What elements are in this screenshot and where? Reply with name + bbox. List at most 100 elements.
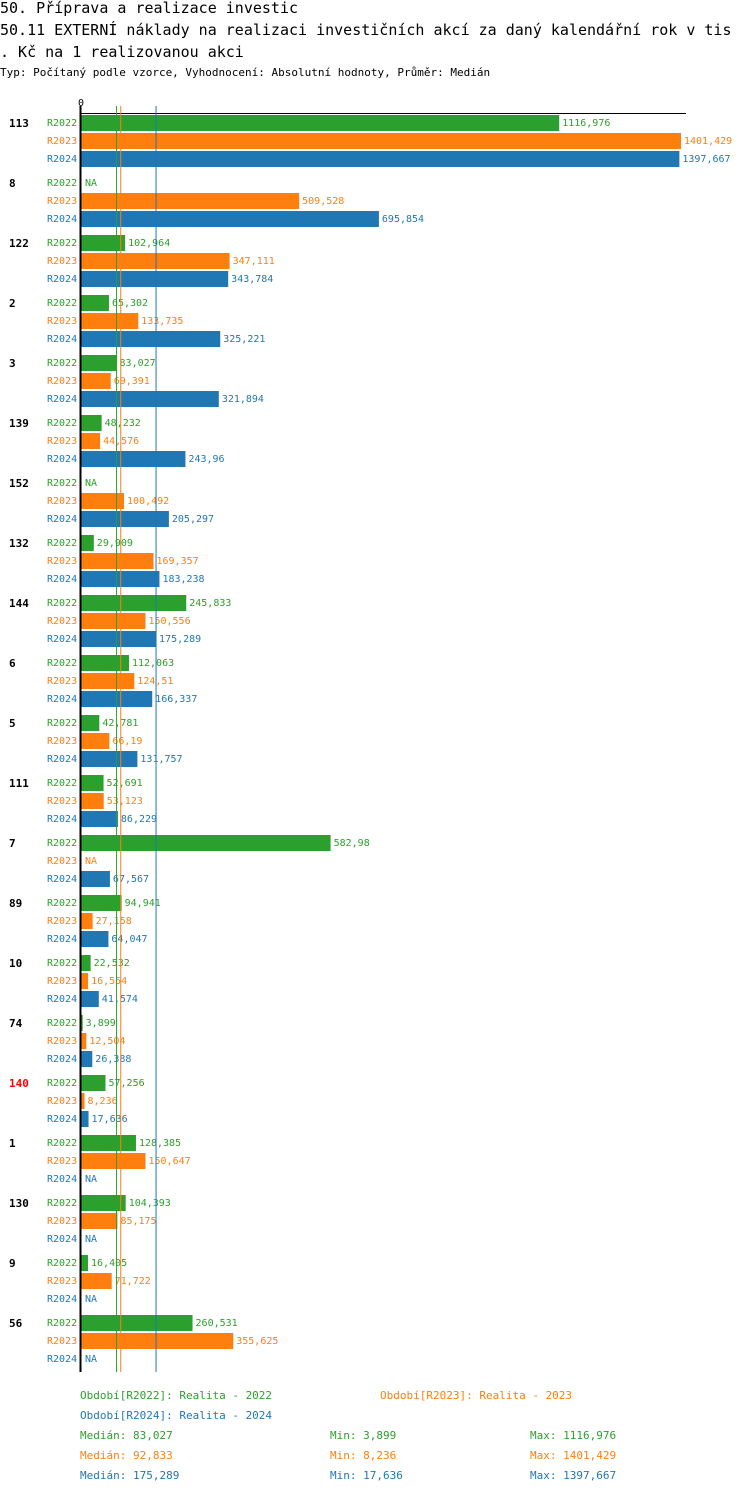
bar-value-label: 64,047 [111,934,147,945]
bar-value-label: 1116,976 [562,118,610,129]
series-label: R2024 [47,994,77,1005]
bar [81,775,104,791]
bar-value-label: 325,221 [223,334,265,345]
bar-value-label: 57,256 [109,1078,145,1089]
bar-value-label: 133,735 [141,316,183,327]
bar [81,613,146,629]
bar [81,253,230,269]
bar-value-label: 695,854 [382,214,424,225]
bar [81,271,229,287]
stat-median-r2023: Medián: 92,833 [80,1449,173,1462]
series-label: R2022 [47,1138,77,1149]
bar-value-label: 3,899 [86,1018,116,1029]
bar-value-label: 12,504 [89,1036,125,1047]
bar [81,373,111,389]
chart-title-line-2: 50.11 EXTERNÍ náklady na realizaci inves… [0,21,732,39]
bar [81,631,157,647]
stat-median-r2024: Medián: 175,289 [80,1469,180,1482]
bar [81,553,154,569]
series-label: R2023 [47,256,77,267]
series-label: R2023 [47,196,77,207]
category-label: 144 [9,597,29,610]
bar [81,151,680,167]
series-label: R2024 [47,694,77,705]
chart-title-line-1: 50. Příprava a realizace investic [0,0,299,17]
category-label: 113 [9,117,29,130]
na-label: NA [85,1174,97,1185]
bar [81,1195,126,1211]
na-label: NA [85,1234,97,1245]
series-label: R2022 [47,1318,77,1329]
bar [81,451,186,467]
series-label: R2024 [47,1354,77,1365]
bar-value-label: 29,909 [97,538,133,549]
bar [81,1075,106,1091]
bar [81,1255,89,1271]
category-label: 140 [9,1077,29,1090]
bar [81,1111,89,1127]
category-label: 9 [9,1257,16,1270]
bar-chart: 0 113 R2022 1116,976 R2023 1401,429 R2024 1397,… [9,98,732,1372]
category-label: 111 [9,777,29,790]
series-label: R2022 [47,298,77,309]
bar [81,535,94,551]
bar-value-label: 124,51 [137,676,173,687]
legend-period-r2022: Období[R2022]: Realita - 2022 [80,1389,273,1402]
bar [81,1315,193,1331]
na-label: NA [85,178,97,189]
bar-value-label: 102,964 [128,238,170,249]
bar [81,415,102,431]
series-label: R2022 [47,718,77,729]
bar-value-label: 355,625 [236,1336,278,1347]
category-label: 3 [9,357,16,370]
bar [81,193,300,209]
legend-period-r2024: Období[R2024]: Realita - 2024 [80,1409,273,1422]
series-label: R2023 [47,676,77,687]
series-label: R2024 [47,1234,77,1245]
series-label: R2024 [47,334,77,345]
category-label: 10 [9,957,22,970]
series-label: R2024 [47,514,77,525]
bar-value-label: 175,289 [159,634,201,645]
bar [81,433,101,449]
series-label: R2022 [47,1258,77,1269]
na-label: NA [85,856,97,867]
na-label: NA [85,478,97,489]
series-label: R2022 [47,118,77,129]
chart-subtitle: Typ: Počítaný podle vzorce, Vyhodnocení:… [0,66,491,79]
series-label: R2022 [47,418,77,429]
bar [81,313,139,329]
stat-median-r2022: Medián: 83,027 [80,1429,173,1442]
bar [81,811,118,827]
bar-value-label: 205,297 [172,514,214,525]
stat-min-r2022: Min: 3,899 [330,1429,397,1442]
bar [81,931,109,947]
bar-value-label: 66,19 [112,736,142,747]
series-label: R2023 [47,1336,77,1347]
series-label: R2024 [47,274,77,285]
bar-value-label: 26,388 [95,1054,131,1065]
bar [81,1033,87,1049]
bar [81,493,125,509]
bar [81,133,681,149]
bar-value-label: 94,941 [125,898,161,909]
bar-value-label: 347,111 [233,256,275,267]
bar [81,391,219,407]
category-label: 152 [9,477,29,490]
bar-value-label: 69,391 [114,376,150,387]
series-label: R2022 [47,1018,77,1029]
bar [81,913,93,929]
bar [81,115,560,131]
series-label: R2023 [47,1216,77,1227]
series-label: R2023 [47,856,77,867]
legend-period-r2023: Období[R2023]: Realita - 2023 [380,1389,573,1402]
stat-min-r2023: Min: 8,236 [330,1449,397,1462]
series-label: R2022 [47,238,77,249]
category-label: 56 [9,1317,23,1330]
series-label: R2022 [47,178,77,189]
na-label: NA [85,1354,97,1365]
bar [81,1213,118,1229]
bar [81,331,221,347]
na-label: NA [85,1294,97,1305]
category-label: 2 [9,297,16,310]
